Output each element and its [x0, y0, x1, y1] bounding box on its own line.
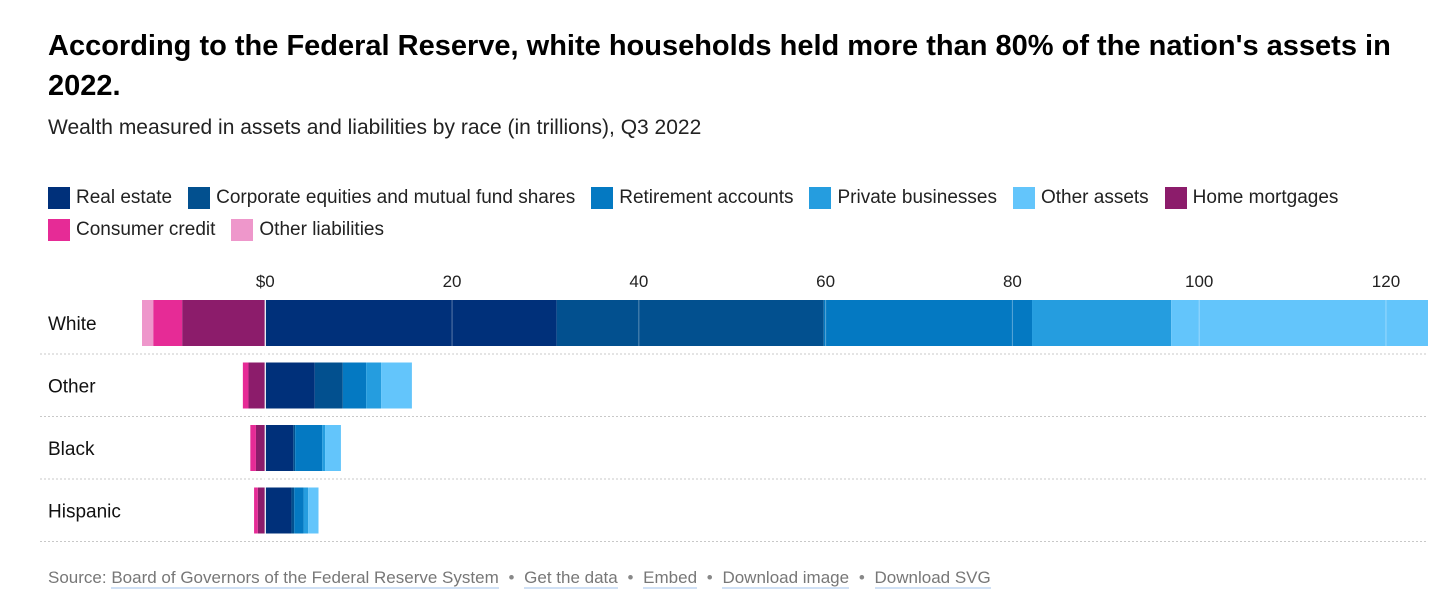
embed-link[interactable]: Embed	[643, 568, 698, 589]
legend-label: Other assets	[1040, 187, 1149, 208]
separator: •	[858, 568, 865, 587]
bar-segment	[366, 362, 382, 409]
legend-item: Other assets	[1012, 186, 1149, 210]
bar-segment	[556, 300, 824, 346]
bar-segment	[342, 362, 367, 409]
get-data-link[interactable]: Get the data	[524, 568, 618, 589]
bar-segment	[293, 425, 296, 471]
bar-segment	[303, 487, 309, 534]
legend-swatch	[188, 187, 211, 209]
bar-segment	[250, 425, 256, 471]
bar-segment	[381, 362, 412, 409]
source-footer: Source: Board of Governors of the Federa…	[48, 566, 991, 590]
bar-segment	[254, 487, 258, 534]
bar-segment	[242, 362, 249, 409]
chart-title: According to the Federal Reserve, white …	[48, 30, 1391, 102]
bar-segment	[325, 425, 341, 471]
legend-label: Private businesses	[837, 187, 997, 208]
legend-swatch	[591, 187, 614, 209]
separator: •	[627, 568, 634, 587]
x-tick-label: 40	[629, 272, 648, 291]
download-svg-link[interactable]: Download SVG	[874, 568, 991, 589]
x-tick-label: 60	[816, 272, 835, 291]
category-label: Other	[48, 377, 96, 398]
bar-segment	[265, 425, 294, 471]
x-tick-label: 80	[1003, 272, 1022, 291]
bar-segment	[142, 300, 154, 346]
bar-segment	[257, 487, 266, 534]
x-tick-label: 120	[1372, 272, 1400, 291]
legend-swatch	[231, 219, 254, 241]
legend-item: Consumer credit	[48, 218, 215, 242]
chart-legend: Real estate Corporate equities and mutual…	[48, 186, 1448, 242]
x-tick-label: $0	[256, 272, 275, 291]
legend-label: Retirement accounts	[619, 187, 794, 208]
category-label: Black	[48, 439, 95, 460]
legend-item: Private businesses	[809, 186, 997, 210]
legend-swatch	[809, 187, 832, 209]
bar-segment	[248, 362, 266, 409]
category-label: White	[48, 314, 97, 335]
bar-segment	[182, 300, 266, 346]
chart-subtitle: Wealth measured in assets and liabilitie…	[48, 116, 702, 139]
legend-swatch	[1164, 187, 1187, 209]
bar-segment	[265, 300, 557, 346]
source-link[interactable]: Board of Governors of the Federal Reserv…	[111, 568, 499, 589]
bar-segment	[1171, 300, 1428, 346]
category-label: Hispanic	[48, 502, 121, 523]
stacked-bar-chart: $0 20 40 60 80 100 120 White Other Black Hispanic	[40, 272, 1428, 542]
source-label: Source:	[48, 568, 107, 587]
legend-swatch	[48, 187, 70, 209]
legend-label: Other liabilities	[259, 219, 384, 240]
legend-swatch	[48, 219, 70, 241]
bar-segment	[314, 362, 343, 409]
legend-swatch	[1012, 187, 1035, 209]
separator: •	[706, 568, 713, 587]
bar-segment	[308, 487, 319, 534]
legend-item: Corporate equities and mutual fund share…	[188, 186, 575, 210]
x-tick-label: 20	[443, 272, 462, 291]
legend-item: Real estate	[48, 186, 172, 210]
legend-label: Consumer credit	[76, 219, 216, 240]
legend-label: Home mortgages	[1192, 187, 1339, 208]
legend-item: Retirement accounts	[591, 186, 793, 210]
bar-segment	[265, 487, 292, 534]
x-tick-label: 100	[1185, 272, 1213, 291]
legend-label: Corporate equities and mutual fund share…	[216, 187, 576, 208]
bar-segment	[291, 487, 295, 534]
legend-item: Other liabilities	[231, 218, 384, 242]
legend-item: Home mortgages	[1164, 186, 1339, 210]
bar-segment	[294, 487, 304, 534]
bar-segment	[295, 425, 323, 471]
download-image-link[interactable]: Download image	[722, 568, 850, 589]
legend-label: Real estate	[76, 187, 173, 208]
bar-segment	[153, 300, 183, 346]
bar-segment	[265, 362, 315, 409]
bar-segment	[255, 425, 266, 471]
bar-segment	[823, 300, 1033, 346]
bar-segment	[322, 425, 326, 471]
bar-segment	[1032, 300, 1172, 346]
separator: •	[508, 568, 515, 587]
